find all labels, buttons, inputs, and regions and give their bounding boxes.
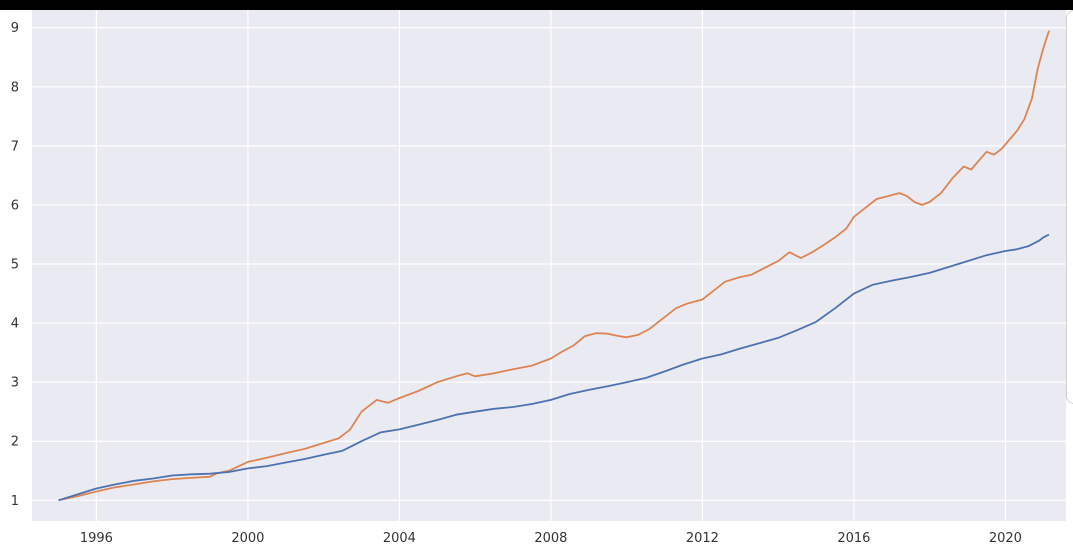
x-tick-label: 2000 bbox=[231, 531, 264, 546]
y-tick-label: 4 bbox=[11, 317, 19, 332]
y-tick-label: 8 bbox=[11, 80, 19, 95]
y-tick-label: 5 bbox=[11, 258, 19, 273]
plot-area-background bbox=[32, 10, 1066, 521]
x-tick-label: 2020 bbox=[989, 531, 1022, 546]
x-tick-label: 2016 bbox=[837, 531, 870, 546]
y-tick-label: 2 bbox=[11, 435, 19, 450]
y-tick-label: 9 bbox=[11, 21, 19, 36]
y-tick-label: 6 bbox=[11, 198, 19, 213]
series-line-2 bbox=[58, 233, 1050, 502]
x-tick-label: 2008 bbox=[534, 531, 567, 546]
y-axis-ticks: 1 2 3 4 5 6 7 8 9 bbox=[11, 21, 19, 509]
top-black-bar bbox=[0, 0, 1073, 10]
x-tick-label: 2012 bbox=[686, 531, 719, 546]
x-tick-label: 2004 bbox=[383, 531, 416, 546]
x-axis-ticks: 1996 2000 2004 2008 2012 2016 2020 bbox=[80, 531, 1022, 546]
series-layer bbox=[58, 30, 1050, 502]
y-tick-label: 7 bbox=[11, 139, 19, 154]
legend-box bbox=[1066, 10, 1073, 404]
x-tick-label: 1996 bbox=[80, 531, 113, 546]
series-line-1 bbox=[58, 30, 1050, 502]
vertical-gridlines bbox=[95, 10, 1006, 521]
y-tick-label: 3 bbox=[11, 376, 19, 391]
horizontal-gridlines bbox=[32, 27, 1066, 501]
y-tick-label: 1 bbox=[11, 494, 19, 509]
